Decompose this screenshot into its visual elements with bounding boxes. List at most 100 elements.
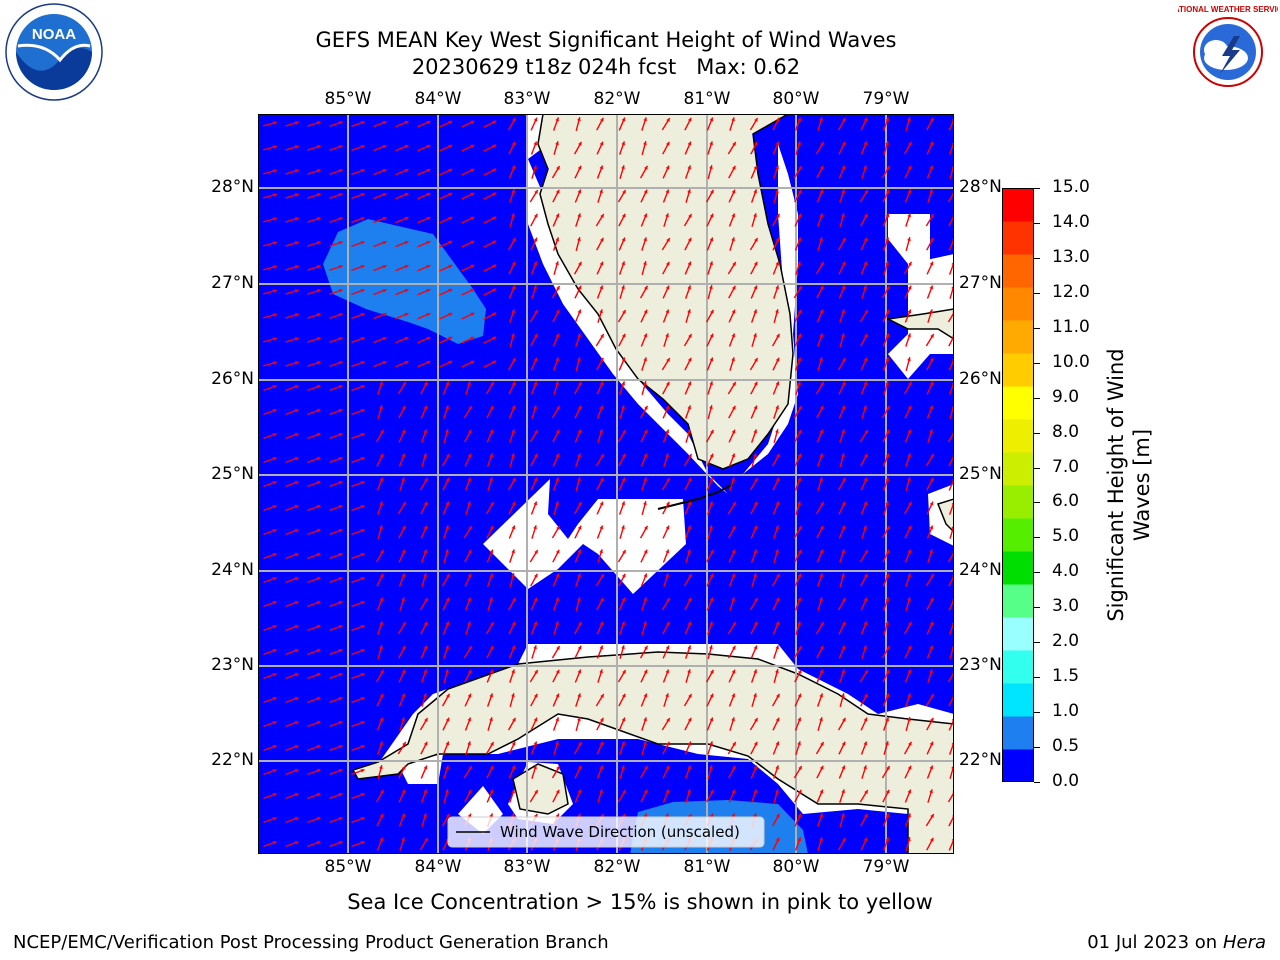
wind-arrow-head bbox=[885, 189, 890, 194]
wind-arrow-head bbox=[621, 717, 626, 722]
colorbar-tick: 2.0 bbox=[1052, 631, 1080, 652]
wind-arrow-head bbox=[621, 141, 625, 146]
wind-arrow-head bbox=[382, 144, 387, 149]
wind-arrow-head bbox=[797, 309, 802, 314]
wind-arrow-head bbox=[272, 265, 277, 269]
colorbar-tick-mark bbox=[1034, 747, 1040, 749]
wind-arrow-head bbox=[555, 669, 560, 674]
wind-arrow-head bbox=[446, 813, 450, 818]
wind-arrow-head bbox=[577, 213, 581, 218]
wind-arrow-head bbox=[885, 357, 889, 362]
wind-arrow-head bbox=[294, 745, 299, 749]
wind-arrow-head bbox=[338, 385, 343, 389]
wind-arrow-head bbox=[448, 168, 453, 173]
wind-arrow-head bbox=[929, 837, 934, 842]
wind-arrow-head bbox=[644, 525, 648, 530]
wind-arrow-head bbox=[468, 406, 472, 411]
colorbar-tick: 0.0 bbox=[1052, 771, 1080, 791]
wind-arrow-head bbox=[819, 429, 824, 434]
wind-arrow-head bbox=[754, 597, 758, 602]
wind-arrow-head bbox=[819, 189, 824, 194]
wind-arrow-head bbox=[841, 141, 846, 146]
wind-arrow-head bbox=[929, 405, 934, 410]
wind-arrow-head bbox=[687, 117, 692, 122]
wind-arrow-head bbox=[404, 144, 409, 149]
wind-arrow-head bbox=[841, 501, 846, 506]
wind-arrow-head bbox=[445, 549, 449, 554]
wind-arrow-head bbox=[272, 481, 277, 485]
wind-arrow-head bbox=[511, 189, 515, 194]
wind-arrow-head bbox=[907, 333, 911, 338]
wind-arrow-head bbox=[731, 285, 736, 290]
colorbar-tick: 4.0 bbox=[1052, 561, 1080, 582]
colorbar-tick: 11.0 bbox=[1052, 316, 1090, 337]
wind-arrow-head bbox=[665, 333, 669, 338]
colorbar-tick-mark bbox=[1034, 327, 1040, 329]
wind-arrow-head bbox=[316, 241, 321, 245]
wind-arrow-head bbox=[555, 789, 560, 794]
wind-arrow-head bbox=[775, 189, 779, 194]
wind-arrow-head bbox=[294, 313, 299, 317]
wind-arrow-head bbox=[775, 645, 779, 650]
wind-arrow-head bbox=[775, 837, 780, 842]
wind-arrow-head bbox=[492, 144, 497, 149]
sea-ice-note: Sea Ice Concentration > 15% is shown in … bbox=[347, 890, 933, 914]
wind-arrow-head bbox=[577, 357, 581, 362]
wind-arrow-head bbox=[621, 765, 625, 770]
wind-arrow-head bbox=[426, 192, 431, 197]
wind-arrow-head bbox=[643, 237, 647, 242]
wind-arrow-head bbox=[710, 429, 714, 434]
wind-arrow-head bbox=[819, 597, 823, 602]
lon-tick-bottom: 83°W bbox=[503, 857, 551, 877]
wind-arrow-head bbox=[599, 285, 604, 290]
wind-arrow-head bbox=[401, 645, 406, 650]
colorbar-tick-mark bbox=[1034, 397, 1040, 399]
wind-arrow-head bbox=[467, 381, 471, 386]
wind-arrow-head bbox=[842, 717, 846, 722]
wind-arrow-head bbox=[819, 405, 824, 410]
wind-arrow-head bbox=[511, 381, 516, 386]
wind-arrow-head bbox=[577, 477, 581, 482]
wind-arrow-head bbox=[272, 505, 277, 509]
wind-arrow-head bbox=[775, 141, 780, 146]
wind-arrow-head bbox=[401, 573, 406, 578]
wind-arrow-head bbox=[448, 144, 453, 149]
wind-arrow-head bbox=[599, 429, 603, 434]
wind-arrow-head bbox=[819, 117, 823, 122]
wind-arrow-head bbox=[492, 240, 497, 245]
lon-tick-bottom: 82°W bbox=[593, 857, 641, 877]
wind-arrow-head bbox=[929, 477, 934, 482]
wind-arrow bbox=[948, 814, 954, 827]
wind-arrow-head bbox=[665, 813, 669, 818]
wind-arrow-head bbox=[490, 501, 494, 506]
wind-arrow-head bbox=[424, 717, 428, 722]
wind-arrow-head bbox=[338, 721, 343, 725]
wind-arrow-head bbox=[687, 237, 692, 242]
wind-arrow-head bbox=[338, 553, 343, 557]
wind-arrow-head bbox=[709, 237, 714, 242]
wind-arrow bbox=[948, 574, 954, 587]
wind-arrow-head bbox=[489, 573, 493, 578]
wind-arrow-head bbox=[687, 669, 691, 674]
wind-arrow-head bbox=[534, 670, 538, 675]
wind-arrow-head bbox=[731, 789, 736, 794]
wind-arrow-head bbox=[863, 621, 868, 626]
wind-arrow-head bbox=[687, 285, 691, 290]
wind-arrow-head bbox=[360, 457, 365, 461]
wind-arrow-head bbox=[489, 789, 494, 794]
wind-arrow-head bbox=[272, 385, 277, 389]
colorbar-tick-mark bbox=[1034, 362, 1040, 364]
wind-arrow-head bbox=[511, 669, 515, 674]
wind-arrow-head bbox=[379, 597, 384, 602]
wind-arrow-head bbox=[272, 169, 277, 173]
wind-arrow-head bbox=[929, 765, 934, 770]
wind-arrow-head bbox=[445, 741, 450, 746]
wind-arrow-head bbox=[338, 361, 343, 365]
wind-arrow-head bbox=[555, 453, 560, 458]
wind-arrow-head bbox=[841, 405, 846, 410]
wind-arrow-head bbox=[533, 165, 537, 170]
wind-arrow-head bbox=[379, 621, 383, 626]
wind-arrow-head bbox=[599, 549, 603, 554]
wind-arrow-head bbox=[555, 381, 559, 386]
wind-arrow-head bbox=[687, 429, 691, 434]
